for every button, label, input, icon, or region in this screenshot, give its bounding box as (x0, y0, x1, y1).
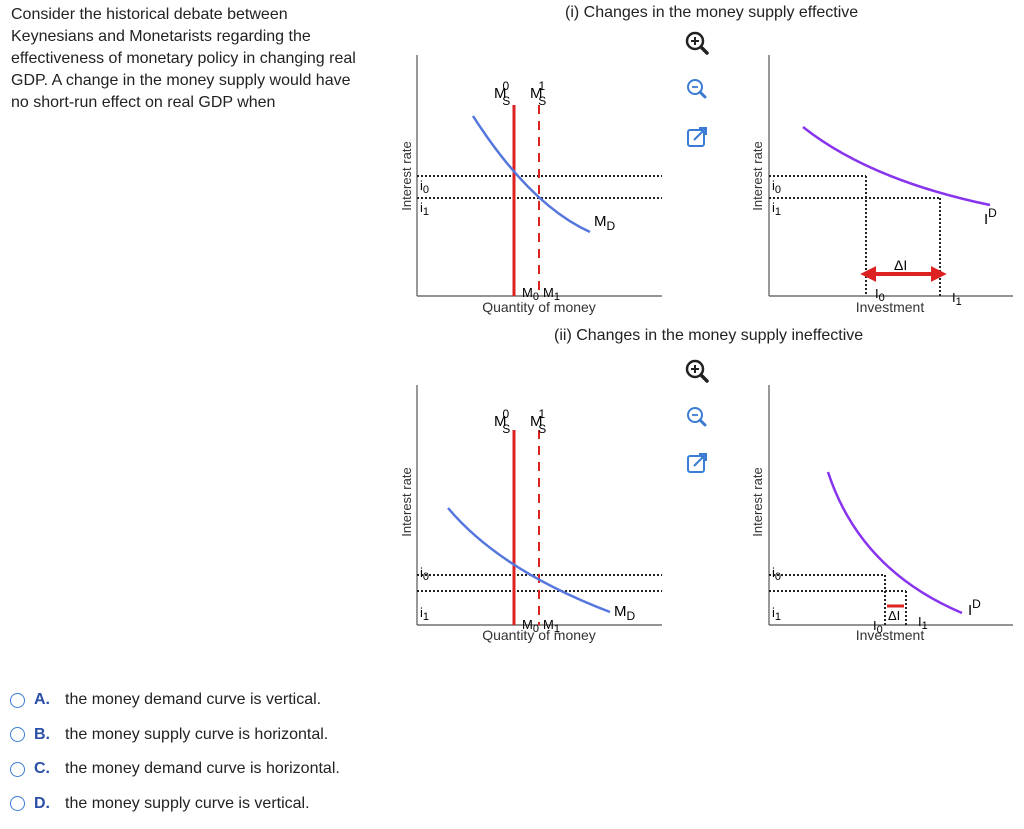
popout-icon[interactable] (684, 124, 710, 150)
I1-label: I1 (918, 614, 928, 632)
option-a[interactable]: A. the money demand curve is vertical. (10, 683, 340, 718)
money-market-graph-ineffective: Interest rate i0 i1 M0 S M1 S MD M0 M1 Qua… (399, 385, 662, 643)
option-text: the money demand curve is vertical. (65, 691, 322, 709)
y-axis-label: Interest rate (399, 141, 414, 210)
id-label: ID (968, 597, 981, 619)
i0-label: i0 (420, 178, 429, 196)
investment-demand-curve (802, 126, 991, 207)
x-axis-label: Investment (856, 627, 925, 643)
popout-icon[interactable] (684, 450, 710, 476)
answer-options: A. the money demand curve is vertical. B… (10, 683, 340, 821)
investment-graph-effective: Interest rate i0 i1 ID ΔI I0 I1 Investme… (750, 55, 1013, 315)
option-c[interactable]: C. the money demand curve is horizontal. (10, 752, 340, 787)
x-axis-label: Quantity of money (482, 627, 596, 643)
option-letter: C. (34, 760, 50, 778)
I0-label: I0 (875, 286, 885, 304)
ms1-label: M1 S (530, 79, 546, 108)
investment-demand-curve (826, 471, 963, 615)
radio-button[interactable] (10, 692, 25, 708)
radio-button[interactable] (10, 796, 25, 812)
m0-label: M0 (522, 617, 539, 635)
option-b[interactable]: B. the money supply curve is horizontal. (10, 718, 340, 753)
option-letter: A. (34, 691, 50, 709)
zoom-out-icon[interactable] (684, 404, 710, 430)
option-letter: D. (34, 794, 50, 812)
delta-investment-label: ΔI (894, 257, 907, 273)
zoom-out-icon[interactable] (684, 76, 710, 102)
i1-label: i1 (772, 200, 781, 218)
ms0-label: M0 S (494, 407, 510, 436)
i0-label: i0 (772, 565, 781, 583)
question-text: Consider the historical debate between K… (11, 6, 356, 111)
zoom-in-icon[interactable] (684, 30, 710, 56)
I0-label: I0 (873, 618, 883, 636)
y-axis-label: Interest rate (750, 467, 765, 536)
i1-label: i1 (420, 200, 429, 218)
x-axis-label: Investment (856, 299, 925, 315)
id-label: ID (984, 206, 997, 228)
money-market-graph-effective: Interest rate i0 i1 M0 S M1 S MD M0 M1 Qua… (399, 55, 662, 315)
radio-button[interactable] (10, 761, 25, 777)
zoom-in-icon[interactable] (684, 358, 710, 384)
option-text: the money supply curve is horizontal. (65, 725, 329, 743)
investment-graph-ineffective: Interest rate i0 i1 ID ΔI I0 I1 Investme… (750, 385, 1013, 643)
delta-investment-label: ΔI (888, 608, 900, 623)
m0-label: M0 (522, 285, 539, 303)
option-text: the money demand curve is horizontal. (65, 760, 340, 778)
ms0-label: M0 S (494, 79, 510, 108)
ms1-label: M1 S (530, 407, 546, 436)
y-axis-label: Interest rate (399, 467, 414, 536)
m1-label: M1 (543, 617, 560, 635)
option-d[interactable]: D. the money supply curve is vertical. (10, 787, 340, 822)
md-label: MD (594, 213, 616, 233)
y-axis-label: Interest rate (750, 141, 765, 210)
option-letter: B. (34, 725, 50, 743)
md-label: MD (614, 603, 636, 623)
i0-label: i0 (420, 565, 429, 583)
money-demand-curve (471, 115, 591, 234)
i1-label: i1 (420, 605, 429, 623)
panel-title-ineffective: (ii) Changes in the money supply ineffec… (554, 327, 864, 344)
panel-title-effective: (i) Changes in the money supply effectiv… (565, 4, 859, 21)
money-demand-curve (447, 507, 611, 614)
i1-label: i1 (772, 605, 781, 623)
i0-label: i0 (772, 178, 781, 196)
option-text: the money supply curve is vertical. (65, 794, 310, 812)
x-axis-label: Quantity of money (482, 299, 596, 315)
I1-label: I1 (952, 290, 962, 308)
radio-button[interactable] (10, 727, 25, 743)
m1-label: M1 (543, 285, 560, 303)
